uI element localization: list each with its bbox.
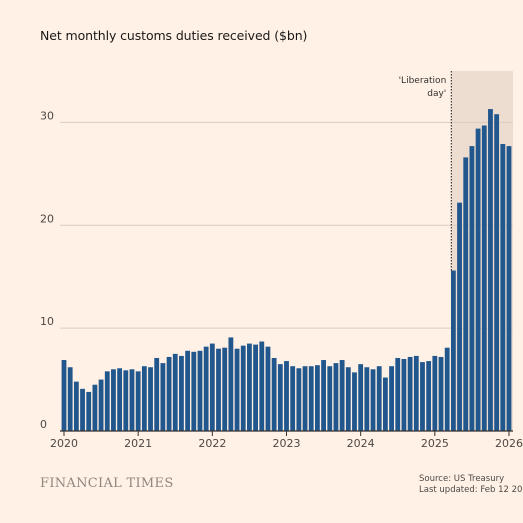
bar [438,356,444,431]
bar [80,388,85,431]
bar [160,363,166,431]
bar [426,361,432,431]
x-tick-label: 2020 [50,437,78,450]
bar [61,360,67,431]
x-axis-ticks: 2020 2021 2022 2023 2024 2025 2026 [50,431,523,450]
bar [358,364,364,431]
bar [345,367,351,431]
bar [420,362,425,431]
bar [247,343,252,431]
bar [444,347,450,431]
bar [271,357,277,431]
ft-logo: FINANCIAL TIMES [40,476,174,491]
bar [506,146,512,432]
bar [488,109,493,432]
bar [222,347,228,431]
bar [259,341,265,431]
bar [154,357,160,431]
bar [86,391,92,431]
bar [73,381,79,431]
bar [265,346,271,431]
bar [129,369,135,431]
bar [432,355,438,431]
bar [481,125,487,431]
annotation-label: day' [427,89,446,99]
bar [463,157,469,431]
bar [166,356,172,431]
bar [234,348,240,431]
bar [240,345,246,431]
bar [104,371,110,431]
liberation-day-annotation: 'Liberation day' [399,71,452,271]
bar [457,202,462,431]
bar [290,366,296,431]
x-tick-label: 2025 [421,437,449,450]
bars [61,109,512,432]
gridlines [60,121,513,329]
bar [413,355,419,431]
bar [500,144,506,431]
bar [395,357,401,431]
bar [123,370,129,431]
bar [135,371,141,431]
bar [469,146,475,432]
bar [67,367,73,431]
bar [148,367,153,431]
bar [364,367,370,431]
bar [277,364,283,431]
bar [216,348,221,431]
bar [191,351,197,431]
y-axis-ticks: 0 10 20 30 [40,109,54,431]
bar [284,361,289,431]
bar [389,366,394,431]
bar [117,368,123,431]
chart-title: Net monthly customs duties received ($bn… [40,28,308,43]
bar [407,356,413,431]
bar [209,343,215,431]
bar [370,369,376,431]
bar [296,368,302,431]
bar [228,337,234,431]
annotation-label: 'Liberation [399,76,447,86]
x-tick-label: 2022 [198,437,226,450]
bar [339,360,345,431]
x-tick-label: 2024 [347,437,375,450]
x-tick-label: 2023 [273,437,301,450]
bar [302,366,308,431]
bar [179,355,184,431]
bar [308,366,314,431]
bar [352,372,357,431]
source-note: Source: US Treasury Last updated: Feb 12… [419,474,523,496]
bar [494,114,500,431]
bar [333,363,339,431]
y-tick-label: 10 [40,315,54,328]
x-tick-label: 2021 [124,437,152,450]
bar [450,270,456,431]
bar [92,384,98,431]
bar [314,365,320,431]
bar [321,360,326,431]
y-tick-label: 30 [40,109,54,122]
bar [376,366,382,431]
bar [172,353,178,431]
last-updated-text: Last updated: Feb 12 2026 [419,485,523,495]
source-text: Source: US Treasury [419,474,505,484]
bar [382,377,388,431]
x-tick-label: 2026 [495,437,523,450]
bar [253,344,259,431]
bar [185,350,191,431]
y-tick-label: 0 [40,418,47,431]
bar [401,359,407,431]
bar [475,128,481,431]
bar [98,379,104,431]
y-tick-label: 20 [40,212,54,225]
bar [141,366,147,431]
bar [197,350,203,431]
bar [203,346,209,431]
bar [327,366,333,431]
bar [111,369,116,431]
